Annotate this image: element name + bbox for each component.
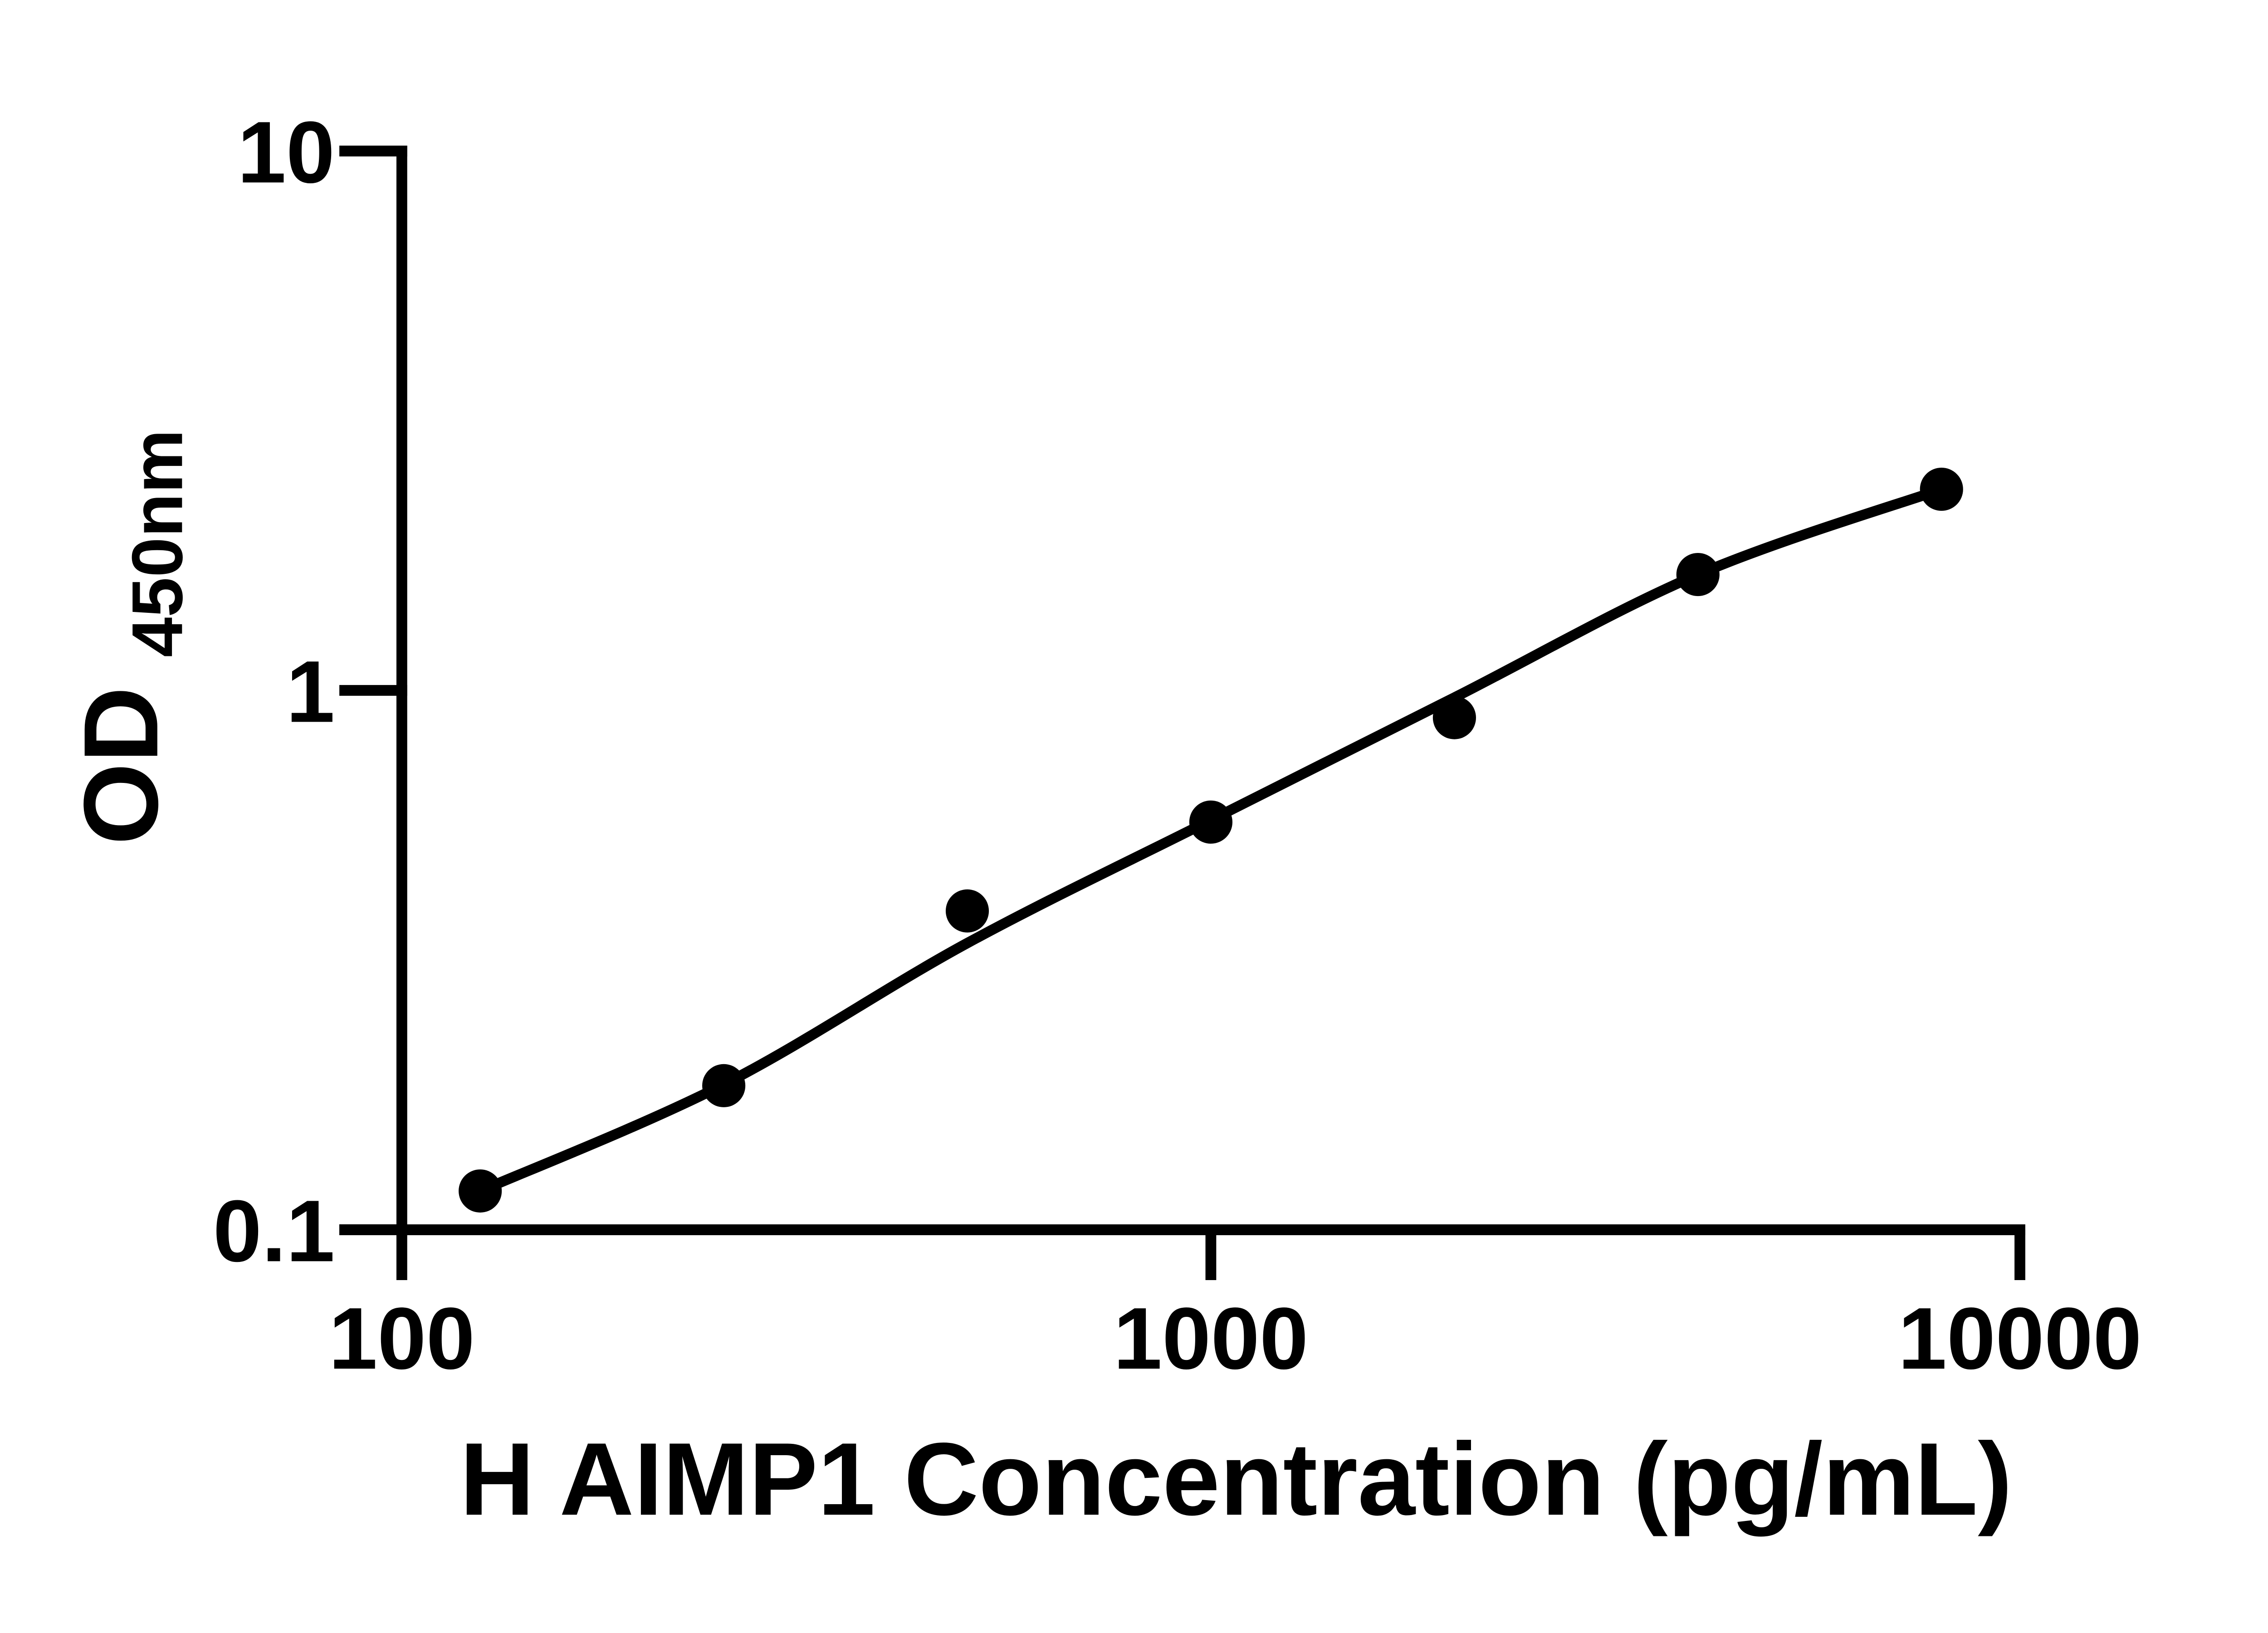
y-axis-title: OD 450nm [62, 430, 197, 845]
y-axis-title-subscript: 450nm [117, 430, 197, 657]
x-axis-title: H AIMP1 Concentration (pg/mL) [460, 1422, 2012, 1537]
data-point [1189, 800, 1233, 844]
y-axis-title-main: OD [62, 687, 180, 845]
y-tick-label-10: 10 [237, 103, 335, 201]
data-point [1920, 468, 1963, 511]
plot-layer [339, 146, 2025, 1281]
x-tick-label-100: 100 [329, 1289, 475, 1387]
data-point [1432, 696, 1476, 739]
y-tick-label-1: 1 [286, 642, 335, 740]
y-tick-label-0.1: 0.1 [213, 1182, 335, 1280]
data-point [1676, 552, 1720, 596]
data-point [945, 889, 989, 933]
data-point [702, 1064, 746, 1107]
x-tick-label-1000: 1000 [1114, 1289, 1309, 1387]
x-tick-label-10000: 10000 [1898, 1289, 2141, 1387]
data-point [459, 1169, 502, 1213]
